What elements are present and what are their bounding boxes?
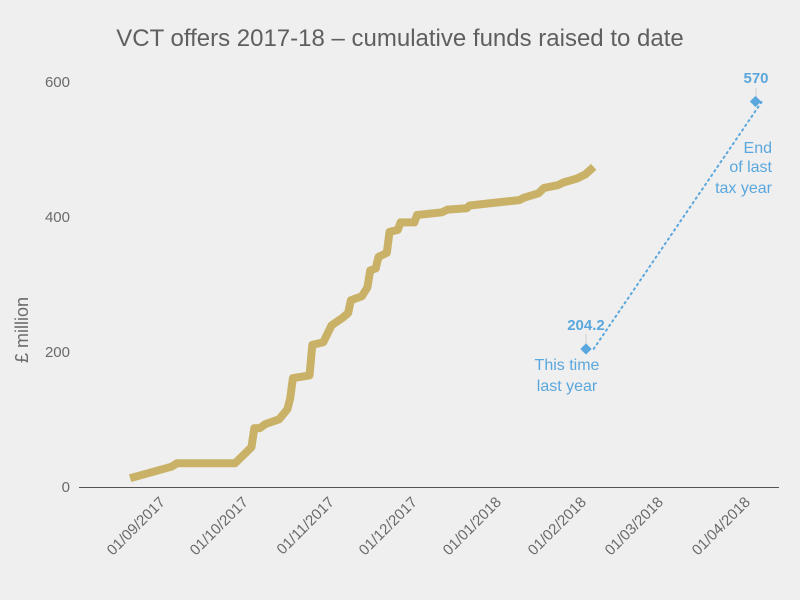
y-axis-title: £ million: [12, 297, 32, 363]
y-tick-label: 600: [45, 74, 70, 91]
chart-title: VCT offers 2017-18 – cumulative funds ra…: [116, 25, 684, 52]
annotation-value-570: 570: [743, 70, 768, 87]
diamond-marker-end-last-tax-year: [749, 95, 762, 108]
diamond-marker-this-time-last-year: [580, 343, 592, 355]
y-tick-label: 400: [45, 209, 70, 226]
last-year-dotted-line: [592, 100, 764, 350]
x-tick-label: 01/12/2017: [356, 494, 421, 559]
x-axis: 01/09/2017 01/10/2017 01/11/2017 01/12/2…: [104, 494, 754, 559]
x-tick-label: 01/11/2017: [274, 494, 338, 558]
y-tick-label: 0: [62, 479, 70, 496]
x-tick-label: 01/02/2018: [525, 494, 590, 559]
y-axis: 600 400 200 0 £ million: [12, 74, 70, 496]
annotation-this-time-line1: This time: [535, 357, 600, 374]
x-tick-label: 01/10/2017: [187, 494, 252, 559]
x-tick-label: 01/03/2018: [602, 494, 667, 559]
annotation-end-line1: End: [744, 140, 772, 157]
y-tick-label: 200: [45, 344, 70, 361]
annotation-value-204: 204.2: [567, 317, 605, 334]
x-tick-label: 01/09/2017: [104, 494, 169, 559]
annotation-end-line3: tax year: [715, 180, 773, 197]
x-tick-label: 01/04/2018: [689, 494, 754, 559]
x-tick-label: 01/01/2018: [440, 494, 505, 559]
series-line-2017-18: [129, 163, 597, 483]
annotation-this-time-line2: last year: [537, 378, 598, 395]
annotation-end-line2: of last: [729, 159, 772, 176]
